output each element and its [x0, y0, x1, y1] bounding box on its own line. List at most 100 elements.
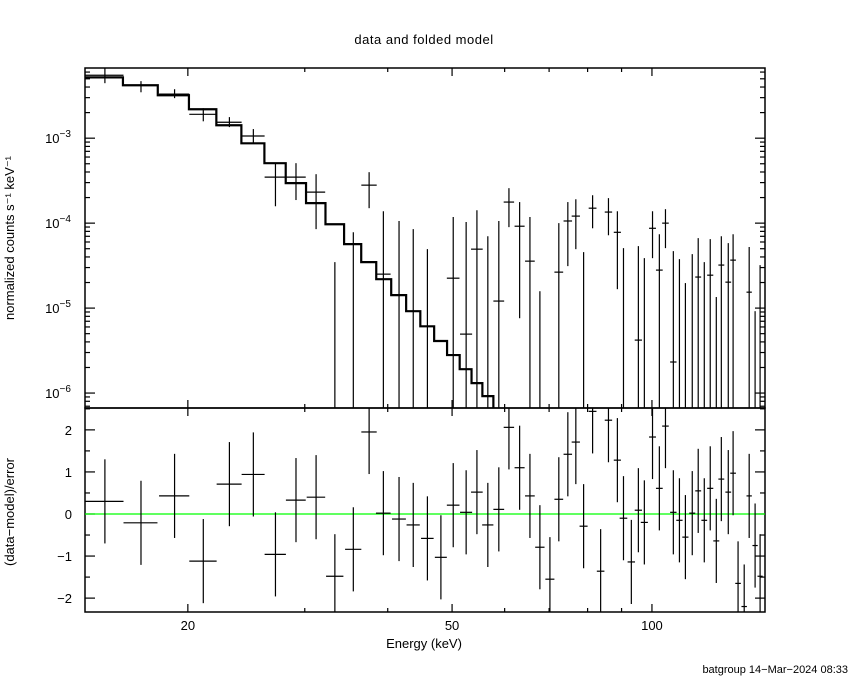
data-point [718, 236, 725, 408]
residual-point [189, 519, 217, 604]
residual-point [649, 408, 656, 480]
x-axis-label: Energy (keV) [386, 636, 462, 651]
residual-point [707, 446, 714, 531]
data-point [554, 223, 564, 408]
residual-point [634, 468, 642, 553]
y-tick-label: 10−6 [45, 384, 71, 401]
chart-title: data and folded model [354, 32, 493, 47]
residual-panel: 20 50 100 2 1 0 −1 −2 [57, 407, 766, 633]
data-point [471, 210, 483, 408]
y-tick-label: 1 [65, 465, 72, 480]
data-point [588, 195, 597, 229]
residual-point [752, 503, 758, 588]
data-point [460, 222, 473, 408]
residual-point [421, 496, 434, 581]
data-point [670, 251, 677, 408]
residual-point [159, 453, 190, 538]
footer-credit: batgroup 14−Mar−2024 08:33 [702, 664, 848, 676]
residual-point [689, 471, 696, 556]
x-tick-label: 50 [445, 618, 459, 633]
bottom-frame [84, 407, 766, 613]
residual-point [285, 458, 306, 543]
residual-point [123, 480, 158, 565]
residual-point [596, 529, 605, 612]
residual-point [392, 476, 406, 562]
data-point [604, 198, 613, 236]
y-tick-label: 2 [65, 423, 72, 438]
y-tick-label: 10−5 [45, 299, 71, 316]
data-point [746, 247, 752, 408]
y-tick-label: 0 [65, 507, 72, 522]
residual-point [406, 482, 420, 567]
residual-point [571, 408, 580, 485]
y-tick-label: 10−3 [45, 129, 71, 146]
data-point [662, 209, 669, 249]
data-point [730, 234, 736, 408]
residual-point [662, 408, 669, 469]
residual-point [446, 463, 460, 548]
data-point [707, 239, 714, 408]
data-point [189, 108, 217, 122]
data-point [503, 188, 515, 228]
data-point [264, 163, 286, 207]
residual-point [264, 512, 286, 597]
residual-point [493, 467, 505, 552]
data-point [493, 220, 505, 408]
residual-point [613, 418, 621, 503]
residual-point [514, 425, 525, 510]
residual-point [460, 470, 473, 555]
residual-point [619, 476, 628, 561]
data-point [85, 68, 124, 84]
data-point [525, 217, 535, 408]
data-point [725, 243, 732, 408]
residual-point [670, 470, 677, 555]
top-panel: 10−3 10−4 10−5 10−6 [45, 67, 766, 409]
data-point [634, 246, 642, 408]
data-point [241, 129, 265, 144]
residual-point [216, 442, 242, 527]
residual-point [563, 412, 573, 497]
residual-point [655, 446, 663, 531]
residual-point [554, 457, 564, 542]
data-point [446, 217, 460, 408]
residual-point [640, 480, 648, 565]
residual-point [682, 495, 689, 580]
data-point [571, 199, 580, 250]
residual-point [471, 450, 483, 535]
residual-point [695, 448, 702, 533]
x-tick-label: 20 [181, 618, 195, 633]
data-point [285, 163, 306, 201]
residual-point [579, 484, 588, 569]
data-point [695, 238, 702, 408]
residual-point [730, 431, 736, 516]
residual-point [326, 534, 344, 612]
residual-point [746, 453, 752, 538]
y-tick-label: −1 [57, 549, 72, 564]
residual-point [306, 455, 326, 540]
data-point [613, 211, 621, 290]
residual-point [503, 408, 515, 470]
residual-point [545, 537, 555, 612]
folded-model-line [85, 76, 495, 408]
residual-point [482, 482, 494, 567]
data-point [649, 211, 656, 259]
residual-point [713, 498, 720, 583]
data-point [514, 202, 525, 319]
residual-point [85, 459, 124, 544]
residual-point [757, 534, 763, 612]
residual-point [604, 408, 613, 463]
residual-point [627, 519, 636, 605]
residual-point [434, 515, 447, 600]
residual-point [701, 478, 708, 563]
top-y-axis-label: normalized counts s⁻¹ keV⁻¹ [2, 155, 17, 320]
x-tick-label: 100 [641, 618, 663, 633]
residual-point [535, 505, 545, 590]
data-point [375, 211, 391, 408]
residual-point [676, 478, 683, 563]
residual-point [241, 432, 265, 517]
residual-point [345, 507, 362, 592]
bottom-y-axis-label: (data−model)/error [2, 457, 17, 566]
residual-point [588, 408, 597, 454]
